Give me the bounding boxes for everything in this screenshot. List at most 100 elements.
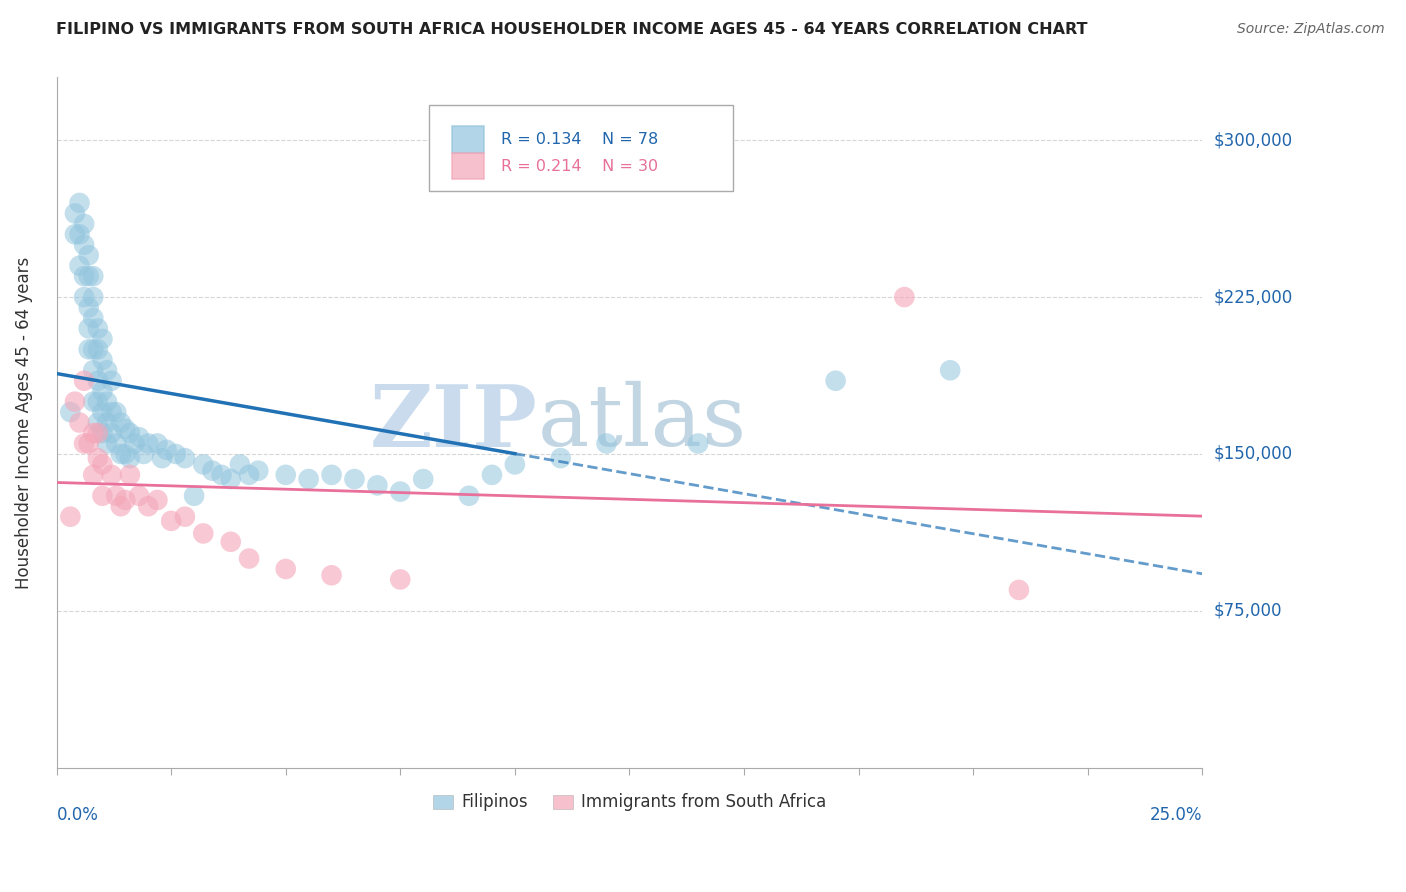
- Point: [247, 464, 270, 478]
- Point: [238, 551, 260, 566]
- Point: [73, 217, 96, 231]
- Point: [229, 458, 252, 472]
- Point: [824, 374, 846, 388]
- Point: [87, 425, 110, 440]
- Point: [118, 425, 141, 440]
- Text: $150,000: $150,000: [1213, 445, 1292, 463]
- Point: [96, 363, 118, 377]
- Point: [146, 436, 169, 450]
- Point: [298, 472, 321, 486]
- Point: [201, 464, 224, 478]
- Point: [87, 394, 110, 409]
- Point: [128, 430, 150, 444]
- Point: [100, 405, 122, 419]
- Point: [100, 425, 122, 440]
- Point: [114, 422, 136, 436]
- Point: [274, 467, 297, 482]
- Point: [91, 489, 114, 503]
- Point: [82, 394, 104, 409]
- Point: [77, 343, 100, 357]
- Point: [366, 478, 388, 492]
- Point: [412, 472, 434, 486]
- Point: [69, 416, 91, 430]
- Point: [87, 451, 110, 466]
- Point: [96, 394, 118, 409]
- Point: [77, 301, 100, 315]
- Point: [87, 374, 110, 388]
- Point: [96, 436, 118, 450]
- Point: [77, 436, 100, 450]
- Point: [91, 405, 114, 419]
- Point: [893, 290, 915, 304]
- Bar: [451, 127, 484, 153]
- Point: [63, 227, 86, 242]
- Point: [389, 573, 412, 587]
- Point: [63, 206, 86, 220]
- Point: [105, 405, 128, 419]
- Point: [77, 321, 100, 335]
- Point: [82, 343, 104, 357]
- Point: [219, 472, 242, 486]
- Point: [595, 436, 617, 450]
- Point: [69, 259, 91, 273]
- Point: [96, 416, 118, 430]
- Point: [550, 451, 572, 466]
- Point: [146, 492, 169, 507]
- Point: [118, 467, 141, 482]
- FancyBboxPatch shape: [429, 105, 733, 191]
- Text: atlas: atlas: [537, 381, 747, 464]
- Point: [389, 484, 412, 499]
- Point: [174, 509, 197, 524]
- Point: [132, 447, 155, 461]
- Point: [174, 451, 197, 466]
- Point: [155, 442, 177, 457]
- Point: [100, 467, 122, 482]
- Point: [114, 492, 136, 507]
- Point: [69, 227, 91, 242]
- Point: [91, 425, 114, 440]
- Point: [118, 451, 141, 466]
- Point: [91, 458, 114, 472]
- Point: [82, 269, 104, 284]
- Point: [150, 451, 173, 466]
- Text: $300,000: $300,000: [1213, 131, 1292, 149]
- Point: [82, 467, 104, 482]
- Point: [59, 509, 82, 524]
- Text: Source: ZipAtlas.com: Source: ZipAtlas.com: [1237, 22, 1385, 37]
- Point: [82, 363, 104, 377]
- Point: [211, 467, 233, 482]
- Point: [73, 237, 96, 252]
- Point: [82, 310, 104, 325]
- Point: [73, 290, 96, 304]
- Point: [193, 458, 215, 472]
- Point: [105, 436, 128, 450]
- Point: [77, 248, 100, 262]
- Point: [128, 489, 150, 503]
- Text: 0.0%: 0.0%: [56, 805, 98, 823]
- Point: [91, 352, 114, 367]
- Point: [100, 374, 122, 388]
- Point: [63, 394, 86, 409]
- Text: $75,000: $75,000: [1213, 602, 1282, 620]
- Point: [87, 321, 110, 335]
- Point: [343, 472, 366, 486]
- Point: [274, 562, 297, 576]
- Point: [59, 405, 82, 419]
- Point: [321, 568, 343, 582]
- Text: R = 0.214    N = 30: R = 0.214 N = 30: [501, 159, 658, 174]
- Point: [939, 363, 962, 377]
- Point: [481, 467, 503, 482]
- Point: [238, 467, 260, 482]
- Text: R = 0.134    N = 78: R = 0.134 N = 78: [501, 132, 658, 147]
- Bar: [451, 153, 484, 179]
- Point: [114, 447, 136, 461]
- Point: [136, 436, 159, 450]
- Point: [183, 489, 205, 503]
- Point: [458, 489, 481, 503]
- Point: [124, 436, 146, 450]
- Point: [105, 489, 128, 503]
- Point: [87, 416, 110, 430]
- Point: [82, 290, 104, 304]
- Point: [73, 269, 96, 284]
- Point: [73, 436, 96, 450]
